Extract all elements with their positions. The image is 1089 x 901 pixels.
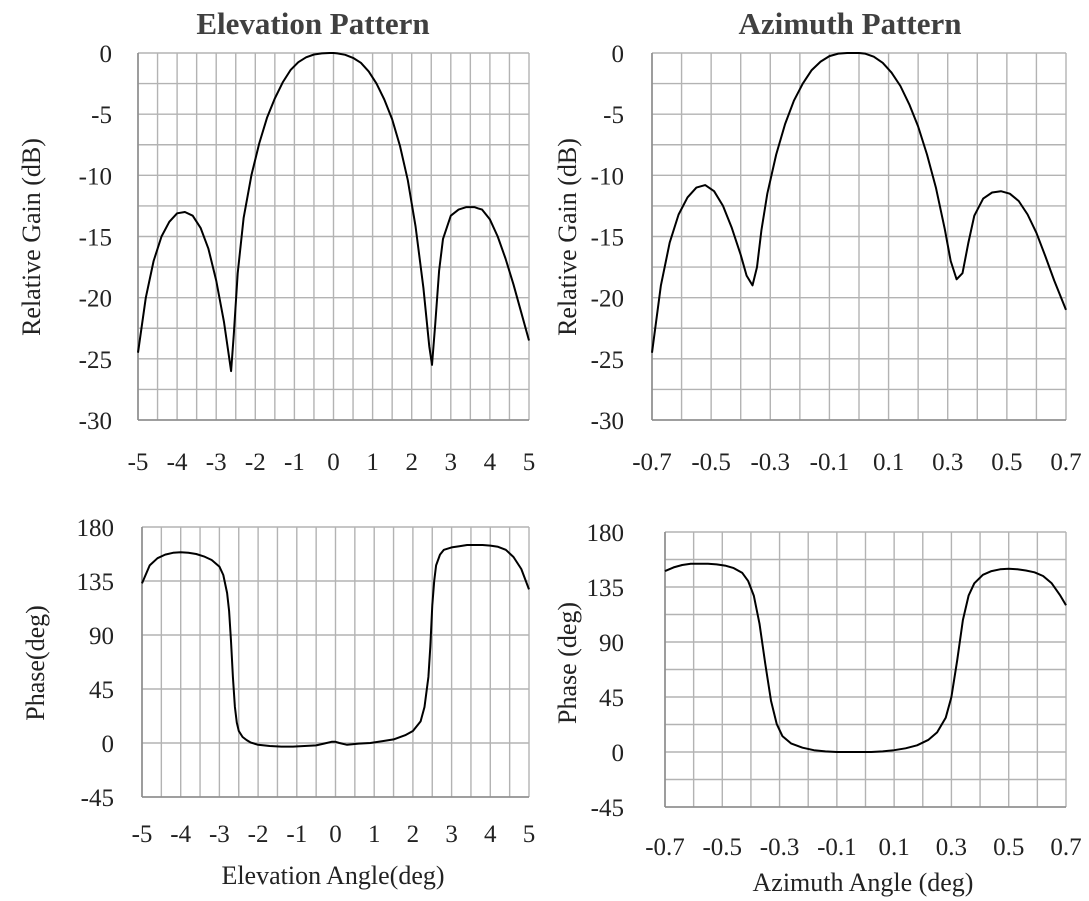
grid [137,52,530,421]
y-tick-label: -45 [81,785,114,812]
y-tick-label: 45 [599,685,624,712]
x-tick-label: 0.1 [879,834,910,861]
x-tick-label: 0.3 [936,834,967,861]
x-tick-label: 5 [523,449,536,476]
y-tick-label: 0 [612,740,625,767]
x-tick-label: 2 [405,449,418,476]
y-tick-label: 180 [587,520,625,547]
series-line [141,544,530,748]
y-tick-label: 90 [599,630,624,657]
y-tick-label: -30 [79,408,112,435]
x-tick-label: -3 [206,449,227,476]
y-tick-label: 180 [77,515,115,542]
azimuth-phase-chart: Azimuth Angle (deg) Phase (deg) -0.7 -0.5… [553,520,1082,897]
x-tick-label: -0.5 [702,834,742,861]
x-tick-label: -5 [132,821,153,848]
y-axis-label: Relative Gain (dB) [17,138,46,336]
x-tick-label: 0.3 [932,449,963,476]
y-tick-label: 0 [100,41,113,68]
y-axis-label: Relative Gain (dB) [553,138,582,336]
azimuth-gain-chart: Azimuth Pattern Relative Gain (dB) -0.7-… [553,6,1082,476]
grid [664,531,1067,808]
x-tick-label: -3 [209,821,230,848]
x-tick-label: 5 [523,821,536,848]
x-tick-label: 0.1 [873,449,904,476]
grid [141,526,530,798]
x-tick-label: -1 [284,449,305,476]
y-tick-label: -10 [79,163,112,190]
series-line [137,52,530,373]
x-tick-label: 0.5 [991,449,1022,476]
x-tick-label: -0.3 [760,834,800,861]
x-tick-label: 0 [327,449,340,476]
chart-title: Azimuth Pattern [739,6,962,41]
y-tick-label: -10 [591,163,624,190]
x-tick-label: 0 [329,821,342,848]
y-tick-label: 0 [612,41,625,68]
x-tick-label: -0.3 [750,449,790,476]
x-tick-label: -2 [245,449,266,476]
y-tick-label: 135 [77,569,115,596]
x-tick-label: 4 [484,821,497,848]
chart-title: Elevation Pattern [196,6,429,41]
y-tick-label: -45 [591,795,624,822]
elevation-phase-chart: Elevation Angle(deg) Phase(deg) -5 -4 -3 -2… [21,515,535,890]
y-tick-label: -5 [603,102,624,129]
y-tick-label: -15 [591,225,624,252]
series-line [651,52,1067,353]
series-line [664,562,1067,753]
elevation-gain-chart: Elevation Pattern Relative Gain (dB) -5-… [17,6,535,476]
x-tick-label: -2 [248,821,269,848]
x-tick-label: -5 [128,449,149,476]
x-tick-label: -4 [170,821,191,848]
x-tick-label: 3 [445,449,458,476]
x-tick-label: 0.7 [1050,449,1081,476]
y-tick-label: -25 [591,347,624,374]
grid [651,52,1067,421]
y-tick-label: 0 [102,731,115,758]
x-tick-label: -1 [286,821,307,848]
x-tick-label: -0.7 [645,834,685,861]
y-tick-label: 135 [587,575,625,602]
x-tick-label: 2 [407,821,420,848]
x-tick-label: 1 [366,449,379,476]
y-axis-label: Phase(deg) [21,605,50,721]
y-tick-label: -20 [79,286,112,313]
x-axis-label: Elevation Angle(deg) [221,861,444,890]
y-tick-label: 45 [89,677,114,704]
x-tick-label: -0.7 [632,449,672,476]
y-tick-label: -5 [91,102,112,129]
x-axis-label: Azimuth Angle (deg) [753,868,974,897]
x-tick-label: 0.7 [1050,834,1081,861]
y-tick-label: -15 [79,225,112,252]
x-tick-label: -0.5 [691,449,731,476]
x-tick-label: 3 [445,821,458,848]
y-tick-label: 90 [89,623,114,650]
x-tick-label: 0.5 [993,834,1024,861]
y-tick-label: -20 [591,286,624,313]
x-tick-label: 4 [484,449,497,476]
y-axis-label: Phase (deg) [553,602,582,724]
x-tick-label: -0.1 [810,449,850,476]
x-tick-label: -4 [167,449,188,476]
y-tick-label: -30 [591,408,624,435]
y-tick-label: -25 [79,347,112,374]
x-tick-label: 1 [368,821,381,848]
x-tick-label: -0.1 [817,834,857,861]
